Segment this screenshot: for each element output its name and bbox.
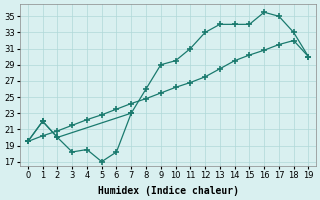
- X-axis label: Humidex (Indice chaleur): Humidex (Indice chaleur): [98, 186, 239, 196]
